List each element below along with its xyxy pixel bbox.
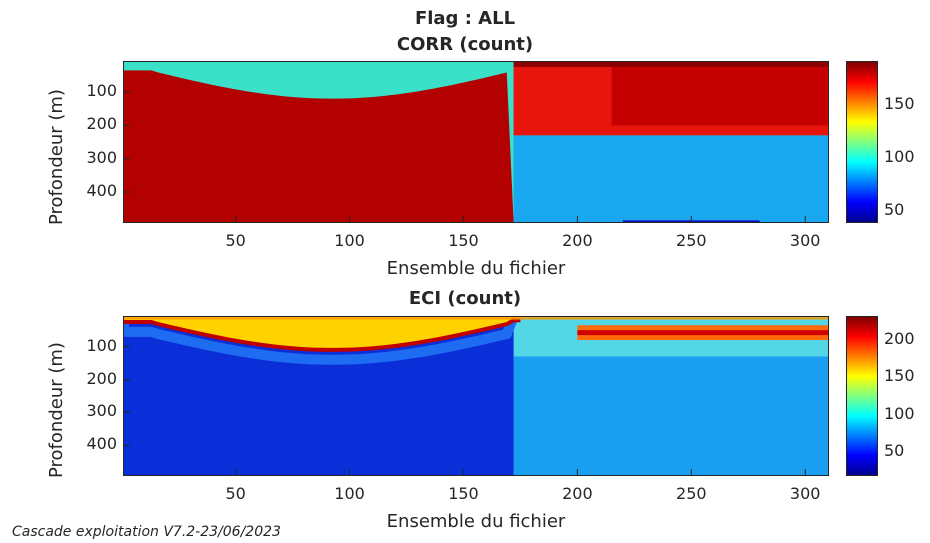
plot1-ylabel: Profondeur (m) — [46, 89, 67, 225]
plot2-colorbar — [846, 316, 878, 476]
x-tick-label: 150 — [448, 231, 479, 250]
x-tick-label: 100 — [334, 484, 365, 503]
plot2-colorbar-gradient — [847, 317, 877, 475]
colorbar-tick-label: 50 — [884, 200, 905, 220]
plot1-colorbar-gradient — [847, 62, 877, 222]
y-tick-label: 100 — [86, 81, 117, 100]
colorbar-tick-label: 50 — [884, 441, 905, 461]
x-tick-label: 50 — [225, 231, 246, 250]
x-tick-label: 250 — [676, 484, 707, 503]
colorbar-tick-label: 150 — [884, 93, 915, 113]
y-tick-label: 400 — [86, 181, 117, 200]
x-tick-label: 200 — [562, 484, 593, 503]
x-tick-label: 100 — [334, 231, 365, 250]
plot2-xlabel: Ensemble du fichier — [386, 511, 566, 532]
plot2-ylabel: Profondeur (m) — [46, 342, 67, 478]
echo-core — [577, 330, 828, 336]
y-tick-label: 200 — [86, 114, 117, 134]
y-tick-label: 100 — [86, 335, 117, 355]
colorbar-tick-label: 100 — [884, 403, 915, 423]
top-strip — [124, 317, 828, 320]
y-tick-label: 400 — [86, 434, 117, 454]
plot1-colorbar — [846, 61, 878, 223]
plot1-title: CORR (count) — [396, 34, 534, 55]
x-tick-label: 300 — [789, 231, 821, 250]
plot2-title: ECI (count) — [408, 288, 522, 309]
y-tick-label: 200 — [86, 368, 117, 388]
colorbar-tick-label: 100 — [884, 147, 915, 166]
plot2-area — [123, 316, 829, 476]
figure-title: Flag : ALL — [414, 8, 516, 29]
top-strip — [513, 62, 828, 67]
y-tick-label: 300 — [86, 401, 117, 421]
plot1-heatmap — [124, 62, 828, 222]
surface-line — [124, 318, 521, 352]
x-tick-label: 250 — [676, 231, 707, 250]
plot1-xlabel: Ensemble du fichier — [386, 258, 566, 279]
x-tick-label: 50 — [225, 484, 246, 503]
low-corr-region — [513, 135, 828, 222]
mid-region — [513, 356, 828, 475]
colorbar-tick-label: 150 — [884, 366, 915, 386]
near-surface-layer — [124, 70, 514, 222]
x-tick-label: 150 — [448, 484, 479, 503]
y-tick-label: 300 — [86, 147, 117, 167]
x-tick-label: 200 — [562, 231, 593, 250]
surface-band — [611, 62, 828, 126]
x-tick-label: 300 — [789, 484, 821, 503]
colorbar-tick-label: 200 — [884, 328, 915, 348]
sub-band — [124, 317, 519, 365]
plot1-area — [123, 61, 829, 223]
footer-version: Cascade exploitation V7.2-23/06/2023 — [12, 524, 281, 540]
plot2-heatmap — [124, 317, 828, 475]
